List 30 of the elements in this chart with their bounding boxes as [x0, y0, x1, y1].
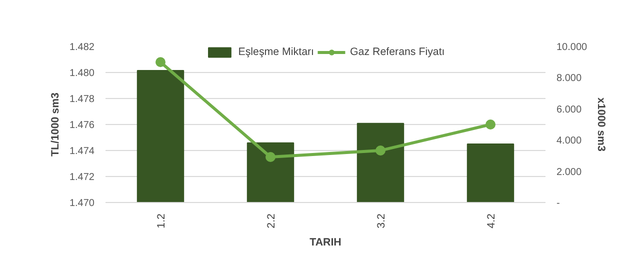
y2-axis-title: x1000 sm3 [595, 98, 608, 152]
legend-label: Gaz Referans Fiyatı [350, 46, 445, 58]
y2-tick-label: 6.000 [556, 104, 582, 116]
bar [356, 122, 404, 202]
point [266, 152, 276, 162]
bar [466, 144, 514, 202]
bar [136, 70, 184, 202]
y-tick-label: 1.474 [69, 146, 95, 157]
y-tick-label: 1.470 [69, 198, 95, 209]
x-tick-label: 3.2 [376, 213, 388, 228]
y-axis-title: TL/1000 sm3 [49, 92, 62, 156]
y2-tick-label: 4.000 [556, 136, 582, 147]
x-axis-title: TARIH [310, 236, 342, 248]
x-tick-label: 1.2 [156, 213, 168, 228]
y2-tick-label: - [556, 198, 560, 209]
bar [246, 142, 294, 202]
y2-tick-label: 8.000 [556, 73, 582, 84]
y-tick-label: 1.476 [69, 120, 95, 131]
y2-tick-label: 2.000 [556, 166, 582, 178]
y-tick-label: 1.478 [69, 94, 95, 105]
point [156, 57, 166, 68]
x-tick-label: 2.2 [266, 213, 278, 228]
point [376, 146, 386, 156]
y-tick-label: 1.482 [69, 42, 95, 53]
x-tick-label: 4.2 [486, 213, 498, 228]
legend-label: Eşleşme Miktarı [238, 46, 314, 58]
point [486, 120, 496, 130]
y-tick-label: 1.472 [69, 172, 95, 183]
y2-tick-label: 10.000 [556, 42, 588, 53]
y-tick-label: 1.480 [69, 68, 95, 79]
